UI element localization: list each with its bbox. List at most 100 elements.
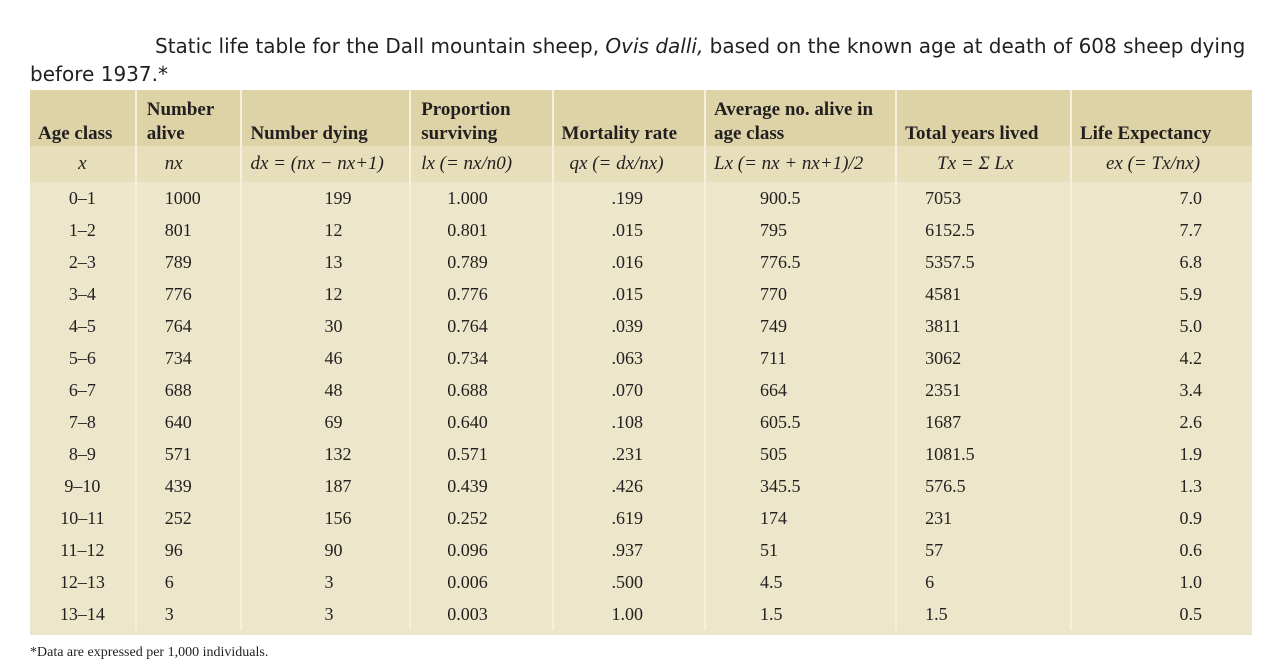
cell-mortality-rate: .015	[551, 278, 705, 310]
symbol-proportion-surviving: lx (= nx/n0)	[409, 146, 553, 182]
cell-proportion-surviving: 0.789	[409, 246, 553, 278]
cell-number-alive: 252	[134, 502, 242, 534]
cell-proportion-surviving: 0.096	[409, 534, 553, 566]
cell-mortality-rate: .619	[551, 502, 705, 534]
cell-average-alive: 664	[703, 374, 897, 406]
cell-life-expectancy: 6.8	[1069, 246, 1252, 278]
cell-mortality-rate: .063	[551, 342, 705, 374]
cell-age-class: 1–2	[68, 219, 96, 240]
symbol-number-alive: nx	[134, 146, 242, 182]
table-row: 10–11 252 156 0.252.619 174 231 0.9	[30, 502, 1252, 534]
cell-average-alive: 711	[703, 342, 897, 374]
cell-proportion-surviving: 0.439	[409, 470, 553, 502]
caption-text-end: based on the known age at death of 608 s…	[30, 34, 1246, 86]
symbol-average-alive: Lx (= nx + nx+1)/2	[703, 146, 897, 182]
cell-number-alive: 764	[134, 310, 242, 342]
cell-number-dying: 12	[240, 214, 411, 246]
cell-total-years-lived: 6152.5	[895, 214, 1071, 246]
cell-mortality-rate: .016	[551, 246, 705, 278]
table-row: 7–8 640 69 0.640.108 605.5 1687 2.6	[30, 406, 1252, 438]
symbol-age-class: x	[30, 146, 136, 182]
cell-mortality-rate: .015	[551, 214, 705, 246]
cell-number-dying: 13	[240, 246, 411, 278]
cell-age-class: 7–8	[68, 411, 96, 432]
table-body: 0–1 1000 199 1.000.199 900.5 7053 7.0 1–2 801 12 0…	[30, 182, 1252, 630]
table-row: 4–5 764 30 0.764.039 749 3811 5.0	[30, 310, 1252, 342]
header-proportion-surviving: Proportion surviving	[409, 90, 553, 146]
cell-average-alive: 900.5	[703, 182, 897, 214]
table-caption: Static life table for the Dall mountain …	[30, 32, 1255, 88]
cell-number-alive: 789	[134, 246, 242, 278]
cell-proportion-surviving: 0.764	[409, 310, 553, 342]
cell-average-alive: 345.5	[703, 470, 897, 502]
cell-total-years-lived: 1081.5	[895, 438, 1071, 470]
cell-mortality-rate: .500	[551, 566, 705, 598]
cell-mortality-rate: .937	[551, 534, 705, 566]
cell-proportion-surviving: 0.776	[409, 278, 553, 310]
cell-total-years-lived: 2351	[895, 374, 1071, 406]
cell-total-years-lived: 576.5	[895, 470, 1071, 502]
cell-life-expectancy: 4.2	[1069, 342, 1252, 374]
cell-age-class: 5–6	[68, 347, 96, 368]
caption-text-start: Static life table for the Dall mountain …	[155, 34, 606, 58]
table-row: 0–1 1000 199 1.000.199 900.5 7053 7.0	[30, 182, 1252, 214]
cell-age-class: 6–7	[68, 379, 96, 400]
header-number-alive: Number alive	[134, 90, 242, 146]
cell-life-expectancy: 5.9	[1069, 278, 1252, 310]
cell-number-alive: 96	[134, 534, 242, 566]
header-mortality-rate: Mortality rate	[551, 90, 705, 146]
table-row: 11–12 96 90 0.096.937 51 57 0.6	[30, 534, 1252, 566]
cell-proportion-surviving: 0.003	[409, 598, 553, 630]
cell-number-dying: 132	[240, 438, 411, 470]
cell-proportion-surviving: 1.000	[409, 182, 553, 214]
cell-average-alive: 605.5	[703, 406, 897, 438]
symbol-number-dying: dx = (nx − nx+1)	[240, 146, 411, 182]
symbol-mortality-rate: qx (= dx/nx)	[551, 146, 705, 182]
cell-life-expectancy: 1.0	[1069, 566, 1252, 598]
header-number-dying: Number dying	[240, 90, 411, 146]
cell-number-alive: 688	[134, 374, 242, 406]
cell-mortality-rate: .426	[551, 470, 705, 502]
cell-total-years-lived: 57	[895, 534, 1071, 566]
cell-age-class: 13–14	[59, 603, 105, 624]
cell-number-dying: 69	[240, 406, 411, 438]
cell-average-alive: 174	[703, 502, 897, 534]
table-row: 13–14 3 3 0.003 1.00 1.5 1.5 0.5	[30, 598, 1252, 630]
header-age-class: Age class	[30, 90, 136, 146]
cell-average-alive: 749	[703, 310, 897, 342]
cell-number-alive: 439	[134, 470, 242, 502]
cell-age-class: 4–5	[68, 315, 96, 336]
cell-total-years-lived: 3811	[895, 310, 1071, 342]
cell-number-alive: 776	[134, 278, 242, 310]
cell-number-dying: 30	[240, 310, 411, 342]
cell-proportion-surviving: 0.571	[409, 438, 553, 470]
cell-average-alive: 505	[703, 438, 897, 470]
cell-number-dying: 48	[240, 374, 411, 406]
cell-proportion-surviving: 0.640	[409, 406, 553, 438]
table-row: 9–10 439 187 0.439.426 345.5 576.5 1.3	[30, 470, 1252, 502]
cell-number-dying: 187	[240, 470, 411, 502]
cell-mortality-rate: .070	[551, 374, 705, 406]
header-total-years-lived: Total years lived	[895, 90, 1071, 146]
cell-life-expectancy: 2.6	[1069, 406, 1252, 438]
cell-life-expectancy: 0.5	[1069, 598, 1252, 630]
cell-age-class: 0–1	[68, 187, 96, 208]
cell-total-years-lived: 6	[895, 566, 1071, 598]
cell-proportion-surviving: 0.734	[409, 342, 553, 374]
cell-number-alive: 1000	[134, 182, 242, 214]
table-row: 5–6 734 46 0.734.063 711 3062 4.2	[30, 342, 1252, 374]
cell-average-alive: 1.5	[703, 598, 897, 630]
cell-average-alive: 795	[703, 214, 897, 246]
cell-number-alive: 801	[134, 214, 242, 246]
symbol-total-years-lived: Tx = Σ Lx	[895, 146, 1071, 182]
header-row: Age class Number alive Number dying Prop…	[30, 90, 1252, 146]
cell-number-dying: 3	[240, 566, 411, 598]
cell-number-alive: 571	[134, 438, 242, 470]
cell-number-dying: 3	[240, 598, 411, 630]
cell-mortality-rate: .231	[551, 438, 705, 470]
cell-life-expectancy: 7.0	[1069, 182, 1252, 214]
cell-life-expectancy: 5.0	[1069, 310, 1252, 342]
table-row: 8–9 571 132 0.571.231 505 1081.5 1.9	[30, 438, 1252, 470]
cell-proportion-surviving: 0.688	[409, 374, 553, 406]
cell-number-dying: 12	[240, 278, 411, 310]
